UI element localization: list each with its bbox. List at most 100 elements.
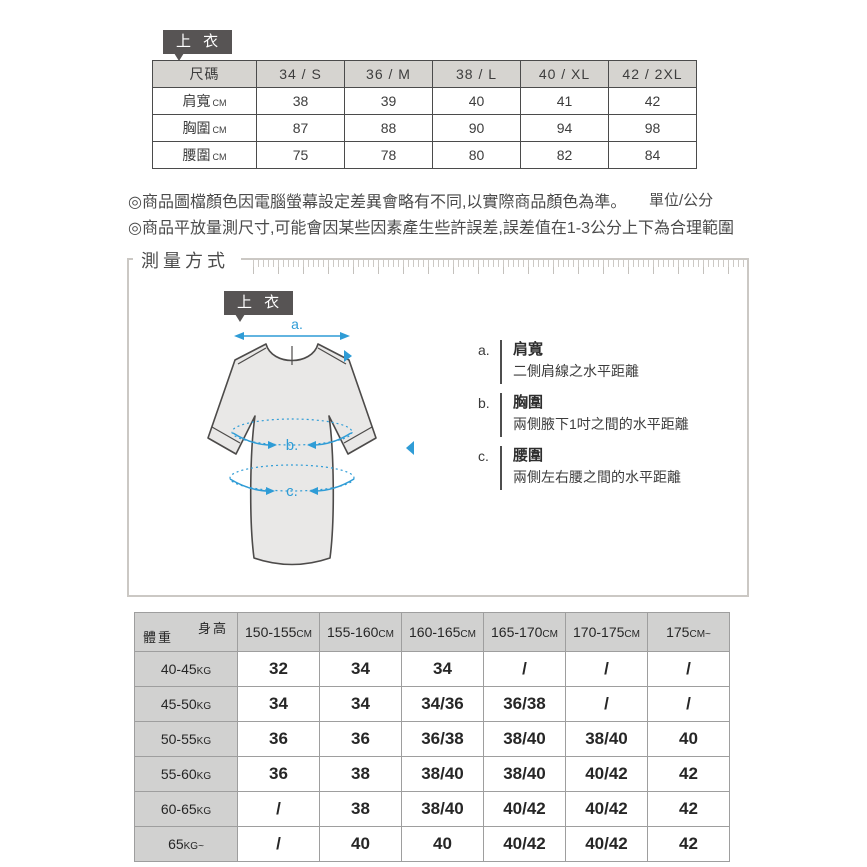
weight-unit: KG (196, 666, 212, 677)
corner-height-label: 身高 (197, 621, 228, 636)
legend-letter: a. (478, 342, 490, 358)
size-value-cell: 38 (256, 87, 345, 115)
fit-size-value-cell: 36 (237, 756, 320, 792)
fit-size-value-cell: / (565, 651, 648, 687)
diagram-garment-tag: 上 衣 (224, 291, 294, 322)
measure-unit: CM (212, 152, 227, 162)
fit-size-value-cell: 34 (401, 651, 484, 687)
chest-arrow-left (232, 432, 272, 446)
mark-b-label: b. (286, 437, 299, 454)
fit-size-value-cell: 38/40 (401, 756, 484, 792)
weight-range-label: 50-55KG (134, 721, 238, 757)
size-value-cell: 82 (520, 141, 609, 169)
size-value-cell: 42 (608, 87, 697, 115)
fit-size-value-cell: / (565, 686, 648, 722)
ruler-graphic (253, 258, 744, 276)
fit-size-value-cell: 34 (319, 651, 402, 687)
fit-table-row: 50-55KG 36 36 36/38 38/40 38/40 40 (134, 721, 730, 757)
fit-size-value-cell: 38/40 (565, 721, 648, 757)
legend-item-waist: c. 腰圍 兩側左右腰之間的水平距離 (478, 446, 689, 490)
legend-title: 胸圍 (513, 394, 544, 411)
weight-range-label: 55-60KG (134, 756, 238, 792)
fit-table-row: 55-60KG 36 38 38/40 38/40 40/42 42 (134, 756, 730, 792)
fit-size-value-cell: 36/38 (401, 721, 484, 757)
corner-weight-label: 體重 (143, 630, 174, 645)
weight-range: 50-55 (160, 731, 197, 747)
height-range-header: 155-160CM (319, 612, 402, 652)
legend-title: 肩寬 (513, 341, 544, 358)
size-table-size-header: 34 / S (256, 60, 345, 88)
height-unit: CM (296, 629, 312, 640)
size-table-size-header: 42 / 2XL (608, 60, 697, 88)
size-table-size-header: 40 / XL (520, 60, 609, 88)
legend-letter: c. (478, 448, 489, 464)
fit-size-value-cell: 40/42 (483, 826, 566, 862)
size-value-cell: 94 (520, 114, 609, 142)
chest-measure-ellipse (231, 418, 353, 446)
fit-size-value-cell: 32 (237, 651, 320, 687)
height-range: 165-170 (491, 624, 543, 640)
fit-size-value-cell: 40/42 (565, 756, 648, 792)
size-value-cell: 78 (344, 141, 433, 169)
measure-row-label: 腰圍 CM (152, 141, 257, 169)
note-measure-tolerance: ◎商品平放量測尺寸,可能會因某些因素產生些許誤差,誤差值在1-3公分上下為合理範… (128, 220, 734, 237)
weight-unit: KG (196, 736, 212, 747)
fit-size-value-cell: 36 (319, 721, 402, 757)
waist-arrow-right (314, 478, 355, 492)
fit-size-value-cell: / (483, 651, 566, 687)
fit-size-value-cell: / (237, 791, 320, 827)
measure-name: 肩寬 (182, 93, 211, 109)
measure-name: 腰圍 (182, 147, 211, 163)
fit-size-value-cell: 38 (319, 791, 402, 827)
measurement-section: 測量方式 上 衣 a. b. c. a. (127, 247, 749, 597)
legend-desc: 兩側腋下1吋之間的水平距離 (513, 416, 689, 432)
size-table-header-row: 尺碼 34 / S 36 / M 38 / L 40 / XL 42 / 2XL (152, 60, 697, 88)
fit-size-value-cell: 34 (237, 686, 320, 722)
size-value-cell: 84 (608, 141, 697, 169)
height-range: 175 (666, 624, 690, 640)
height-range: 160-165 (409, 624, 461, 640)
arrowhead-right (340, 332, 350, 340)
fit-size-value-cell: 36 (237, 721, 320, 757)
note-color-disclaimer: ◎商品圖檔顏色因電腦螢幕設定差異會略有不同,以實際商品顏色為準。 (128, 194, 627, 211)
fit-size-value-cell: 34 (319, 686, 402, 722)
size-table-row: 腰圍 CM 75 78 80 82 84 (152, 141, 697, 169)
measure-unit: CM (212, 98, 227, 108)
fit-size-value-cell: 36/38 (483, 686, 566, 722)
fit-size-value-cell: 40 (647, 721, 730, 757)
fit-size-value-cell: 34/36 (401, 686, 484, 722)
fit-table-row: 60-65KG/38 38/40 40/42 40/42 42 (134, 791, 730, 827)
measure-name: 胸圍 (182, 120, 211, 136)
measure-row-label: 肩寬 CM (152, 87, 257, 115)
fit-table-header-row: 身高 體重 150-155CM 155-160CM 160-165CM 165-170CM… (134, 612, 730, 652)
tag-pointer-triangle (174, 53, 184, 61)
size-table-row: 胸圍 CM 87 88 90 94 98 (152, 114, 697, 142)
height-range-header: 150-155CM (237, 612, 320, 652)
fit-size-value-cell: 40/42 (483, 791, 566, 827)
weight-range: 55-60 (160, 766, 197, 782)
pointer-triangle-cuff (406, 441, 414, 455)
fit-size-value-cell: / (647, 651, 730, 687)
fit-table-corner-cell: 身高體重 (134, 612, 238, 652)
height-range-header: 165-170CM (483, 612, 566, 652)
size-value-cell: 75 (256, 141, 345, 169)
measure-row-label: 胸圍 CM (152, 114, 257, 142)
fit-size-value-cell: 40/42 (565, 826, 648, 862)
fit-size-value-cell: 38/40 (401, 791, 484, 827)
weight-range: 65 (168, 836, 184, 852)
arrowhead (309, 487, 318, 495)
weight-unit: KG (196, 806, 212, 817)
fit-table-row: 40-45KG 32 34 34// / (134, 651, 730, 687)
height-range-header: 160-165CM (401, 612, 484, 652)
arrowhead (307, 441, 316, 449)
waist-measure-ellipse (229, 464, 355, 492)
unit-note: 單位/公分 (649, 192, 714, 209)
height-unit: CM~ (689, 629, 711, 640)
weight-range: 60-65 (160, 801, 197, 817)
legend-desc: 兩側左右腰之間的水平距離 (513, 469, 681, 485)
chest-arrow-right (312, 432, 352, 446)
fit-size-value-cell: 40 (401, 826, 484, 862)
fit-size-value-cell: 40 (319, 826, 402, 862)
size-value-cell: 98 (608, 114, 697, 142)
size-value-cell: 90 (432, 114, 521, 142)
